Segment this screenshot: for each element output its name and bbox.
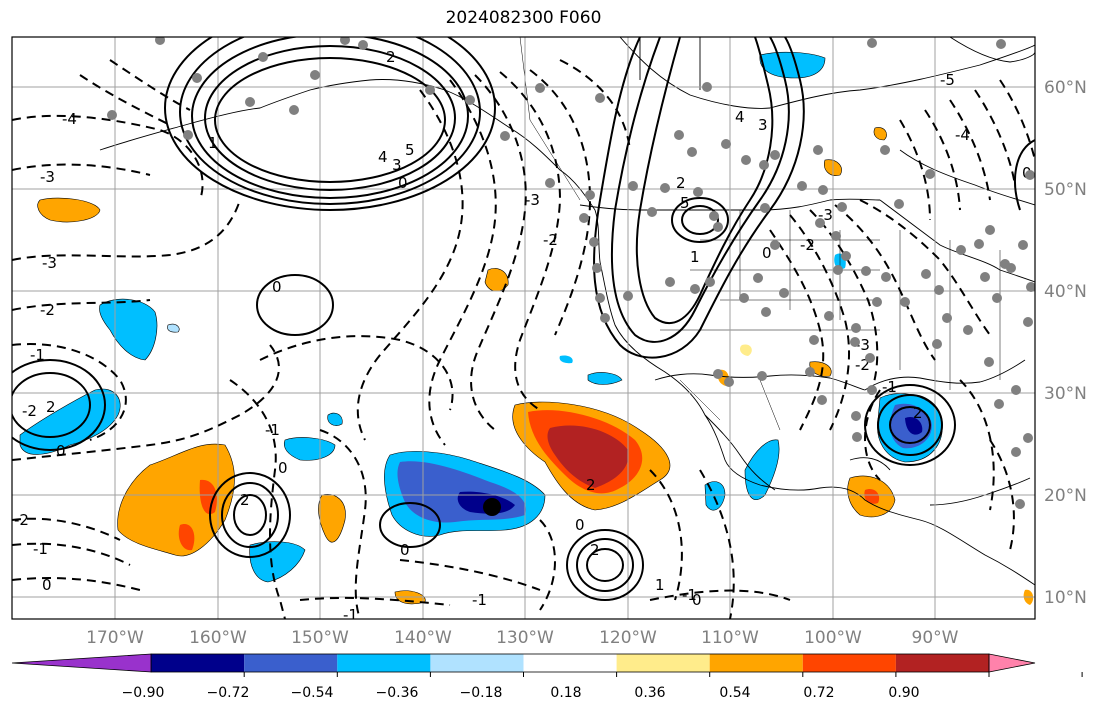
contour-label: 2: [240, 491, 250, 509]
contour-label: 0: [692, 591, 702, 609]
contour-labels: -4 -3 -2 -1 -3 -2 -1 -2 -3 -2 -1 -1 -1 -…: [14, 48, 1032, 624]
contour-label: 1: [655, 576, 665, 594]
contour-label: -1: [265, 421, 280, 439]
contour-label: -4: [955, 126, 970, 144]
contour-label: -2: [40, 301, 55, 319]
contour-label: -4: [62, 110, 77, 128]
contour-label: -2: [14, 511, 29, 529]
lat-tick-label: 10°N: [1044, 588, 1087, 608]
contour-label: 0: [56, 442, 66, 460]
contour-label: 4: [735, 108, 745, 126]
colorbar-label: 0.36: [634, 685, 665, 701]
contour-label: -2: [800, 236, 815, 254]
colorbar-label: −0.18: [460, 685, 503, 701]
colorbar-labels: −0.90 −0.72 −0.54 −0.36 −0.18 0.18 0.36 …: [122, 685, 920, 701]
lat-tick-label: 50°N: [1044, 180, 1087, 200]
contour-label: -1: [33, 540, 48, 558]
contour-label: 2: [590, 541, 600, 559]
lon-tick-label: 170°W: [86, 628, 144, 648]
colorbar-label: −0.36: [376, 685, 419, 701]
contour-label: 0: [575, 516, 585, 534]
contour-label: 2: [586, 476, 596, 494]
contour-label: 2: [676, 174, 686, 192]
contour-label: -5: [940, 71, 955, 89]
contour-label: 2: [386, 48, 396, 66]
colorbar-label: 0.72: [803, 685, 834, 701]
contour-label: 1: [690, 248, 700, 266]
colorbar-label: 0.90: [888, 685, 919, 701]
center-marker: [483, 498, 501, 516]
colorbar-label: −0.72: [207, 685, 250, 701]
contour-label: -1: [30, 346, 45, 364]
contour-label: -1: [343, 606, 358, 624]
contour-label: 5: [680, 194, 690, 212]
colorbar-ticks: [243, 672, 1083, 677]
lon-tick-label: 140°W: [394, 628, 452, 648]
lon-axis: 170°W 160°W 150°W 140°W 130°W 120°W 110°…: [86, 628, 959, 648]
lat-tick-label: 60°N: [1044, 78, 1087, 98]
contour-label: -1: [472, 591, 487, 609]
contour-label: -2: [22, 402, 37, 420]
colorbar-outline: [150, 653, 990, 673]
lon-tick-label: 90°W: [912, 628, 959, 648]
lat-tick-label: 30°N: [1044, 384, 1087, 404]
positive-contours: [12, 37, 1035, 601]
shaded-fields: [19, 51, 1034, 605]
contour-label: 0: [398, 174, 408, 192]
colorbar-label: 0.18: [550, 685, 581, 701]
lon-tick-label: 120°W: [599, 628, 657, 648]
contour-label: 2: [46, 398, 56, 416]
colorbar-segment: [709, 654, 803, 672]
colorbar-segment: [244, 654, 338, 672]
lat-tick-label: 40°N: [1044, 282, 1087, 302]
contour-label: 1: [208, 134, 218, 152]
contour-label: -3: [40, 168, 55, 186]
contour-label: 2: [913, 404, 923, 422]
colorbar-segment: [895, 654, 989, 672]
colorbar-label: −0.90: [122, 685, 165, 701]
negative-contours: [12, 59, 1035, 619]
colorbar-segment: [430, 654, 524, 672]
lon-tick-label: 110°W: [701, 628, 759, 648]
lon-tick-label: 100°W: [804, 628, 862, 648]
lat-tick-label: 20°N: [1044, 486, 1087, 506]
contour-label: -3: [42, 254, 57, 272]
contour-label: 0: [278, 459, 288, 477]
colorbar-segment: [802, 654, 896, 672]
contour-label: 4: [378, 148, 388, 166]
contour-label: -1: [882, 378, 897, 396]
contour-label: 0: [400, 541, 410, 559]
lon-tick-label: 150°W: [291, 628, 349, 648]
colorbar-segments: [11, 653, 1036, 673]
station-markers: [107, 37, 1035, 509]
colorbar-extend-high: [988, 653, 1036, 673]
lon-tick-label: 130°W: [496, 628, 554, 648]
colorbar-segment: [523, 654, 617, 672]
colorbar-extend-low: [11, 653, 152, 673]
contour-label: 0: [272, 278, 282, 296]
contour-label: -2: [543, 231, 558, 249]
map-title: 2024082300 F060: [445, 8, 602, 28]
lon-tick-label: 160°W: [189, 628, 247, 648]
colorbar-label: −0.54: [291, 685, 334, 701]
contour-label: 0: [762, 244, 772, 262]
contour-label: 3: [758, 116, 768, 134]
colorbar: −0.90 −0.72 −0.54 −0.36 −0.18 0.18 0.36 …: [11, 653, 1083, 701]
map-panel: -4 -3 -2 -1 -3 -2 -1 -2 -3 -2 -1 -1 -1 -…: [11, 36, 1036, 624]
contour-label: 3: [392, 156, 402, 174]
contour-label: 0: [42, 576, 52, 594]
contour-label: -3: [525, 191, 540, 209]
lat-axis: 60°N 50°N 40°N 30°N 20°N 10°N: [1044, 78, 1087, 608]
contour-label: -1: [682, 586, 697, 604]
colorbar-segment: [151, 654, 245, 672]
colorbar-label: 0.54: [719, 685, 750, 701]
colorbar-segment: [616, 654, 710, 672]
colorbar-segment: [337, 654, 431, 672]
contour-label: 5: [405, 141, 415, 159]
